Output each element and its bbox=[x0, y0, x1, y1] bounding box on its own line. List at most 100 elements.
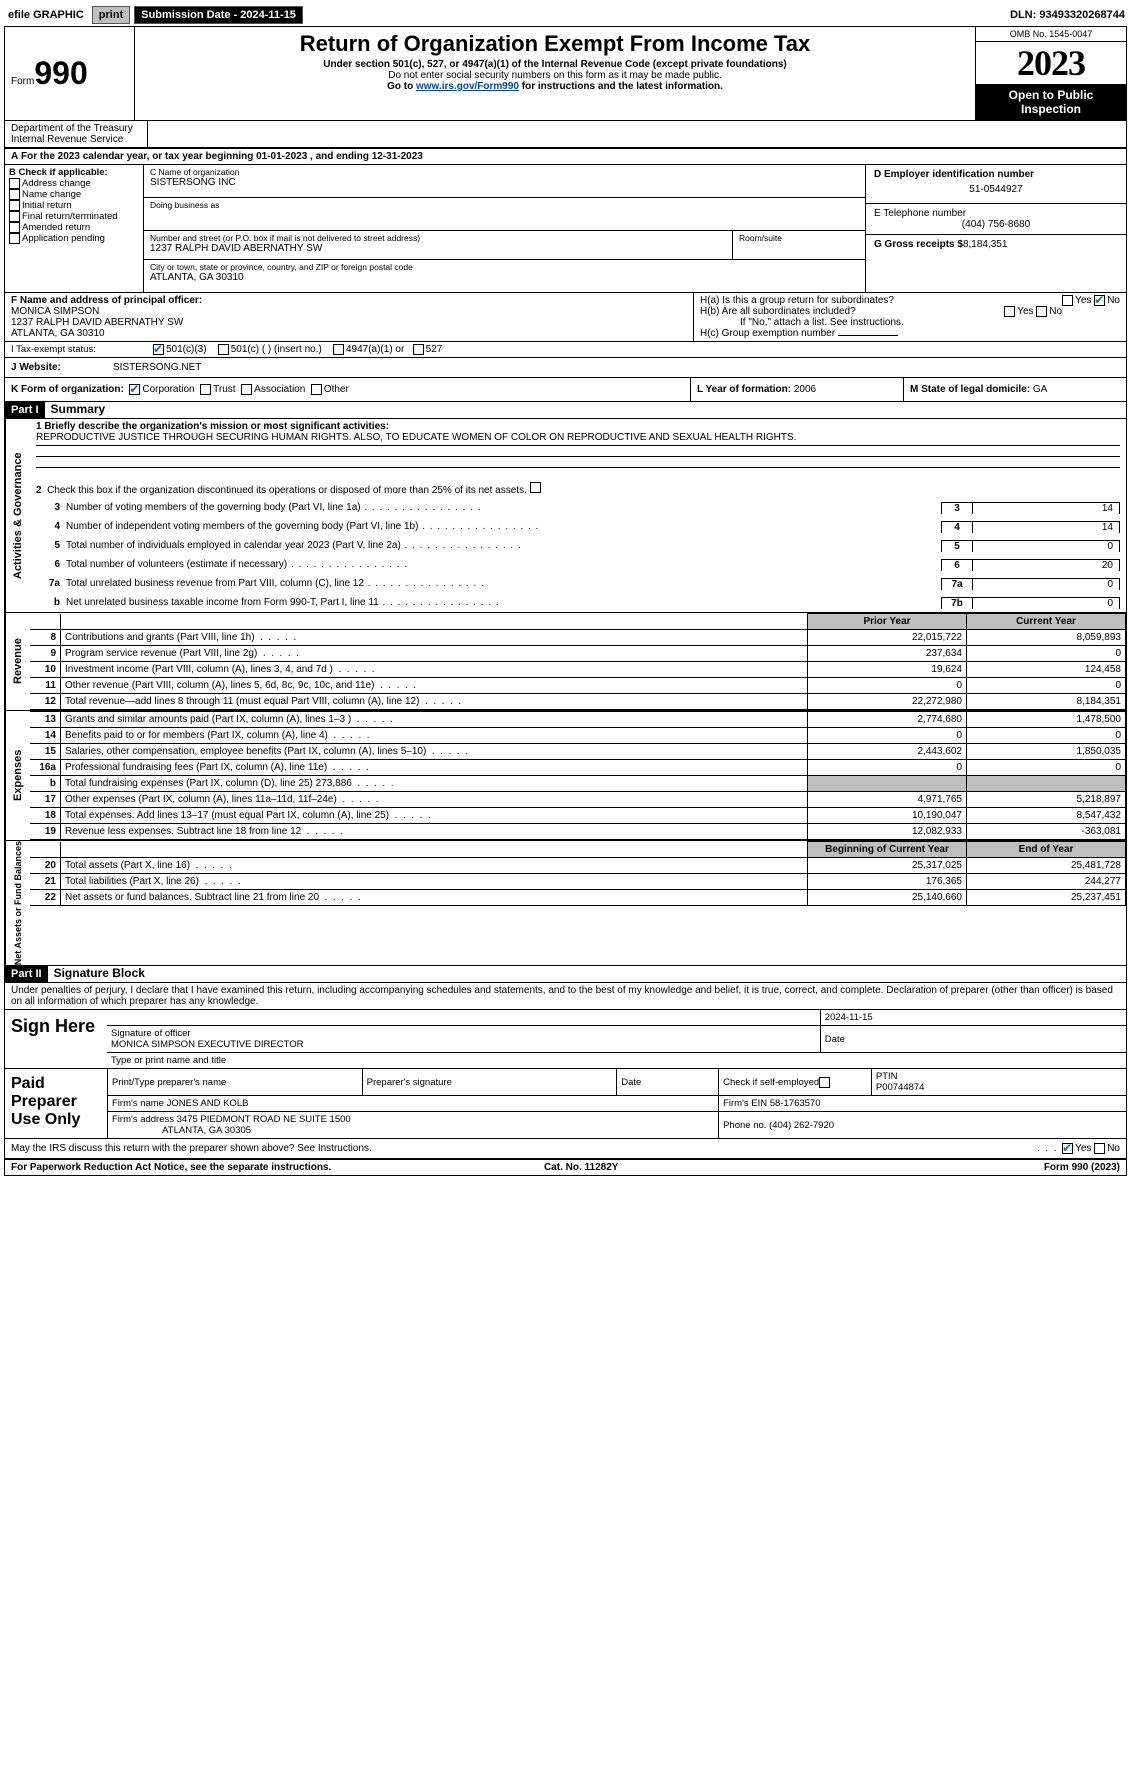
checkbox-other[interactable] bbox=[311, 384, 322, 395]
checkbox-hb-yes[interactable] bbox=[1004, 306, 1015, 317]
summary-row: bNet unrelated business taxable income f… bbox=[30, 593, 1126, 612]
box-b: B Check if applicable: Address change Na… bbox=[5, 165, 144, 292]
checkbox-self-employed[interactable] bbox=[819, 1077, 830, 1088]
part2-header: Part II bbox=[5, 966, 48, 982]
dba-label: Doing business as bbox=[150, 200, 859, 210]
table-row: 9Program service revenue (Part VIII, lin… bbox=[30, 646, 1126, 662]
print-button[interactable]: print bbox=[92, 6, 130, 24]
officer-label: F Name and address of principal officer: bbox=[11, 295, 687, 306]
checkbox-501c[interactable] bbox=[218, 344, 229, 355]
box-c-dba: Doing business as bbox=[144, 198, 865, 231]
preparer-sig-label: Preparer's signature bbox=[362, 1069, 617, 1096]
part1-header: Part I bbox=[5, 402, 45, 418]
paperwork-notice: For Paperwork Reduction Act Notice, see … bbox=[11, 1162, 331, 1173]
firm-addr1: 3475 PIEDMONT ROAD NE SUITE 1500 bbox=[177, 1114, 351, 1125]
gross-label: G Gross receipts $ bbox=[874, 239, 963, 250]
cb-label-4: Amended return bbox=[22, 222, 90, 233]
discuss-no: No bbox=[1107, 1144, 1120, 1155]
name-label: C Name of organization bbox=[150, 167, 859, 177]
checkbox-trust[interactable] bbox=[200, 384, 211, 395]
omb-number: OMB No. 1545-0047 bbox=[976, 27, 1126, 42]
checkbox-initial-return[interactable] bbox=[9, 200, 20, 211]
org-name: SISTERSONG INC bbox=[150, 177, 859, 188]
form-footer-label: Form 990 (2023) bbox=[1044, 1162, 1120, 1173]
paid-preparer-label: Paid Preparer Use Only bbox=[5, 1069, 107, 1138]
dln-label: DLN: 93493320268744 bbox=[1010, 9, 1125, 21]
k-o1: Corporation bbox=[142, 384, 194, 395]
irs-link[interactable]: www.irs.gov/Form990 bbox=[416, 81, 519, 92]
hb-no: No bbox=[1049, 306, 1062, 317]
period-a: A bbox=[11, 151, 18, 162]
hc-label: H(c) Group exemption number bbox=[700, 328, 838, 339]
checkbox-discuss-no[interactable] bbox=[1094, 1143, 1105, 1154]
table-row: 16aProfessional fundraising fees (Part I… bbox=[30, 760, 1126, 776]
form-title: Return of Organization Exempt From Incom… bbox=[141, 31, 969, 57]
dept-label: Department of the Treasury Internal Reve… bbox=[5, 121, 148, 147]
domicile-value: GA bbox=[1033, 384, 1047, 395]
checkbox-ha-yes[interactable] bbox=[1062, 295, 1073, 306]
checkbox-4947[interactable] bbox=[333, 344, 344, 355]
checkbox-amended-return[interactable] bbox=[9, 222, 20, 233]
checkbox-discuss-yes[interactable] bbox=[1062, 1143, 1073, 1154]
table-row: 12Total revenue—add lines 8 through 11 (… bbox=[30, 694, 1126, 710]
checkbox-hb-no[interactable] bbox=[1036, 306, 1047, 317]
cb-label-5: Application pending bbox=[22, 233, 105, 244]
checkbox-final-return[interactable] bbox=[9, 211, 20, 222]
gross-value: 8,184,351 bbox=[963, 239, 1008, 250]
name-title-label: Type or print name and title bbox=[107, 1053, 1126, 1069]
phone-label: E Telephone number bbox=[874, 208, 1118, 219]
checkbox-name-change[interactable] bbox=[9, 189, 20, 200]
checkbox-address-change[interactable] bbox=[9, 178, 20, 189]
room-label: Room/suite bbox=[739, 233, 859, 243]
current-year-header: Current Year bbox=[967, 614, 1126, 630]
checkbox-ha-no[interactable] bbox=[1094, 295, 1105, 306]
period-row: A For the 2023 calendar year, or tax yea… bbox=[5, 148, 1126, 165]
yof-value: 2006 bbox=[794, 384, 816, 395]
summary-row: 4Number of independent voting members of… bbox=[30, 517, 1126, 536]
goto-pre: Go to bbox=[387, 81, 416, 92]
te-o2: 501(c) ( ) (insert no.) bbox=[231, 344, 322, 355]
sign-here-label: Sign Here bbox=[5, 1010, 107, 1068]
taxexempt-label: I Tax-exempt status: bbox=[5, 342, 147, 357]
table-row: 22Net assets or fund balances. Subtract … bbox=[30, 890, 1126, 906]
table-row: 19Revenue less expenses. Subtract line 1… bbox=[30, 824, 1126, 840]
website-label: J Website: bbox=[5, 358, 107, 377]
box-c-name: C Name of organization SISTERSONG INC bbox=[144, 165, 865, 198]
firm-ein-label: Firm's EIN bbox=[723, 1098, 770, 1109]
subtitle-2: Do not enter social security numbers on … bbox=[141, 70, 969, 81]
sign-date: 2024-11-15 bbox=[820, 1010, 1126, 1026]
summary-row: 3Number of voting members of the governi… bbox=[30, 498, 1126, 517]
yof-label: L Year of formation: bbox=[697, 384, 794, 395]
officer-addr1: 1237 RALPH DAVID ABERNATHY SW bbox=[11, 317, 687, 328]
table-row: 21Total liabilities (Part X, line 26) . … bbox=[30, 874, 1126, 890]
te-o4: 527 bbox=[426, 344, 443, 355]
tab-governance: Activities & Governance bbox=[5, 419, 30, 612]
checkbox-corporation[interactable] bbox=[129, 384, 140, 395]
k-o4: Other bbox=[324, 384, 349, 395]
cb-label-3: Final return/terminated bbox=[22, 211, 118, 222]
officer-name: MONICA SIMPSON bbox=[11, 306, 687, 317]
checkbox-application-pending[interactable] bbox=[9, 233, 20, 244]
phone-value: (404) 756-8680 bbox=[874, 219, 1118, 230]
city-value: ATLANTA, GA 30310 bbox=[150, 272, 859, 283]
checkbox-association[interactable] bbox=[241, 384, 252, 395]
prior-year-header: Prior Year bbox=[808, 614, 967, 630]
table-row: bTotal fundraising expenses (Part IX, co… bbox=[30, 776, 1126, 792]
summary-row: 7aTotal unrelated business revenue from … bbox=[30, 574, 1126, 593]
checkbox-discontinued[interactable] bbox=[530, 482, 541, 493]
cb-label-2: Initial return bbox=[22, 200, 72, 211]
form-header: Form990 Return of Organization Exempt Fr… bbox=[5, 27, 1126, 121]
table-row: 15Salaries, other compensation, employee… bbox=[30, 744, 1126, 760]
q2-text: Check this box if the organization disco… bbox=[47, 485, 527, 496]
hb-label: H(b) Are all subordinates included? bbox=[700, 306, 856, 317]
website-value: SISTERSONG.NET bbox=[107, 358, 1126, 377]
table-row: 10Investment income (Part VIII, column (… bbox=[30, 662, 1126, 678]
firm-ein: 58-1763570 bbox=[770, 1098, 821, 1109]
table-row: 17Other expenses (Part IX, column (A), l… bbox=[30, 792, 1126, 808]
open-public-label: Open to Public Inspection bbox=[976, 84, 1126, 120]
tab-revenue: Revenue bbox=[5, 613, 30, 710]
checkbox-527[interactable] bbox=[413, 344, 424, 355]
firm-phone: (404) 262-7920 bbox=[769, 1120, 834, 1131]
addr-label: Number and street (or P.O. box if mail i… bbox=[150, 233, 726, 243]
checkbox-501c3[interactable] bbox=[153, 344, 164, 355]
